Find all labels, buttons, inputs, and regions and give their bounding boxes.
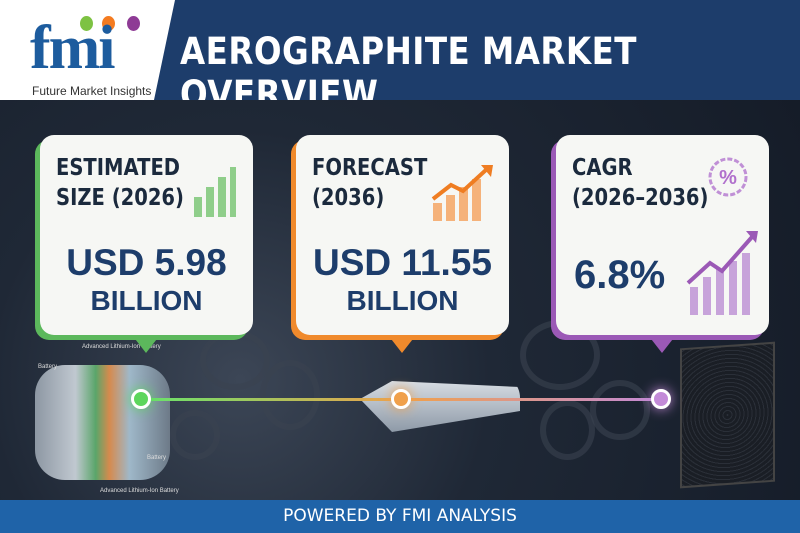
growth-chart-icon (686, 231, 758, 315)
battery-label: Advanced Lithium-Ion Battery (82, 344, 161, 350)
battery-label: Advanced Lithium-Ion Battery (100, 488, 179, 494)
bar-chart-icon (194, 167, 236, 217)
card-unit: BILLION (90, 285, 203, 316)
logo-text: fmi (30, 14, 116, 82)
logo: fmi Future Market Insights (0, 0, 175, 100)
card-cagr: CAGR (2026–2036) % 6.8% (556, 135, 769, 353)
timeline-node-orange (391, 389, 411, 409)
card-pointer (388, 335, 416, 353)
trending-up-chart-icon (431, 165, 493, 221)
card-forecast: FORECAST (2036) USD 11.55 BILLION (296, 135, 509, 353)
card-unit: BILLION (346, 285, 459, 316)
header: fmi Future Market Insights AEROGRAPHITE … (0, 0, 800, 116)
battery-illustration (35, 365, 170, 480)
card-value: USD 5.98 (66, 242, 227, 283)
card-label: ESTIMATED SIZE (2026) (56, 155, 184, 211)
card-estimated-size: ESTIMATED SIZE (2026) USD 5.98 BILLION (40, 135, 253, 353)
page-title: AEROGRAPHITE MARKET OVERVIEW (180, 30, 637, 116)
svg-text:%: % (719, 167, 737, 189)
card-label: FORECAST (2036) (312, 155, 428, 211)
logo-dot-orange (102, 16, 115, 31)
timeline-node-purple (651, 389, 671, 409)
logo-dot-green (80, 16, 93, 31)
card-label: CAGR (2026–2036) (572, 155, 709, 211)
footer-banner: POWERED BY FMI ANALYSIS (0, 500, 800, 533)
logo-dot-purple (127, 16, 140, 31)
card-value: USD 11.55 (313, 242, 492, 283)
percent-badge-icon: % (708, 157, 748, 197)
card-value: 6.8% (574, 253, 666, 297)
logo-subtitle: Future Market Insights (32, 84, 152, 98)
card-pointer (648, 335, 676, 353)
aerographite-panel-illustration (680, 341, 775, 489)
card-pointer (132, 335, 160, 353)
battery-label: Battery (38, 364, 58, 370)
battery-label: Battery (147, 455, 167, 461)
timeline-node-green (131, 389, 151, 409)
